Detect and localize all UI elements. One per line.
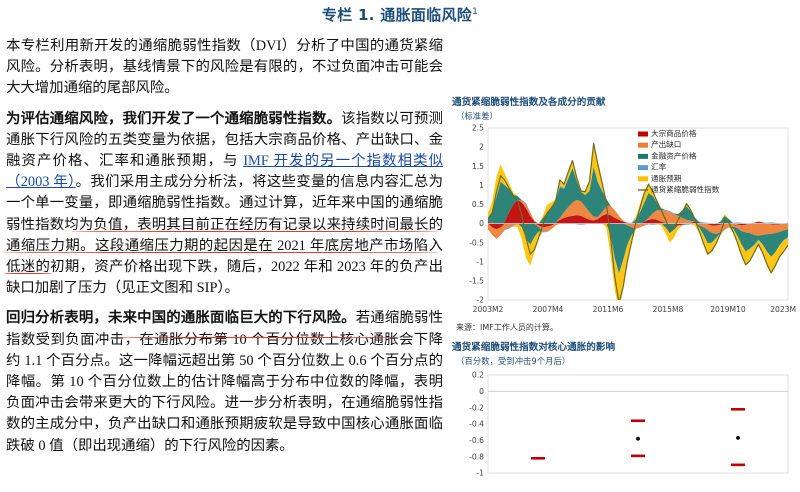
figure-2-y-tick: -0.8 bbox=[469, 452, 484, 461]
figure-2-point-estimate bbox=[636, 436, 640, 441]
figure-1-y-tick: 0 bbox=[479, 219, 484, 228]
body-text-column: 本专栏利用新开发的通缩脆弱性指数（DVI）分析了中国的通货紧缩风险。分析表明，基… bbox=[6, 36, 443, 466]
paragraph-2-lead: 为评估通缩风险，我们开发了一个通缩脆弱性指数。 bbox=[6, 110, 342, 127]
figure-2-y-tick: 0.2 bbox=[472, 371, 484, 380]
figure-1-series-negative bbox=[488, 223, 788, 300]
paragraph-3: 回归分析表明，未来中国的通胀面临巨大的下行风险。若通缩脆弱性指数受到负面冲击，在… bbox=[6, 308, 443, 456]
figure-1-dvi-line bbox=[488, 142, 788, 300]
figure-1-y-tick: 2 bbox=[479, 143, 484, 152]
figure-1-legend-swatch bbox=[638, 153, 648, 159]
figure-2-y-tick: 0 bbox=[479, 387, 484, 396]
paragraph-2-segment-1: 该指数以可预测通胀下行风险的五类变量为依据，包括大宗商品价格、产出缺口、金融资产… bbox=[6, 110, 443, 170]
figure-1-y-tick: 1.5 bbox=[472, 162, 484, 171]
figure-1-legend-swatch bbox=[638, 176, 648, 182]
figure-1-x-tick: 2019M10 bbox=[710, 305, 746, 314]
figure-1-y-tick: 2.5 bbox=[472, 124, 484, 133]
figure-1-series-negative bbox=[488, 223, 788, 274]
paragraph-2: 为评估通缩风险，我们开发了一个通缩脆弱性指数。该指数以可预测通胀下行风险的五类变… bbox=[6, 109, 443, 300]
figure-2-subtitle: （百分数，受到冲击9个月后） bbox=[456, 356, 571, 366]
figure-1-title: 通货紧缩脆弱性指数及各成分的贡献 bbox=[452, 97, 606, 108]
figure-1-legend-label: 通货紧缩脆弱性指数 bbox=[651, 184, 720, 194]
figure-1-x-tick: 2007M4 bbox=[533, 305, 564, 314]
figure-1-series-positive bbox=[488, 166, 788, 224]
figure-1-series-negative bbox=[488, 223, 788, 239]
figure-2-y-tick: -0.2 bbox=[469, 403, 484, 412]
figure-1-legend-label: 通胀预期 bbox=[651, 173, 682, 183]
page-title: 专栏 1. 通胀面临风险1 bbox=[0, 4, 800, 25]
figure-1-subtitle: （标准差） bbox=[456, 111, 498, 121]
figure-1-y-tick: 1 bbox=[479, 181, 484, 190]
dvi-impact-svg: 0.2 0 -0.2 -0.4 -0.6 -0.8 -1 bbox=[469, 371, 789, 478]
figure-1-legend-swatch bbox=[638, 165, 648, 171]
paragraph-1-text: 本专栏利用新开发的通缩脆弱性指数（DVI）分析了中国的通货紧缩风险。分析表明，基… bbox=[6, 38, 443, 97]
figure-1-legend-swatch bbox=[638, 142, 648, 148]
dvi-contributions-svg: 2.5 2 1.5 1 0.5 0 -0.5 -1 -1.5 -2 大宗商品价格产出缺口金融资产价… bbox=[469, 124, 796, 314]
figure-1-x-axis: 2003M2 2007M4 2011M6 2015M8 2019M10 2023M12 bbox=[473, 305, 796, 314]
figure-2-y-tick: -1 bbox=[476, 469, 484, 478]
paragraph-3-lead: 回归分析表明，未来中国的通胀面临巨大的下行风险。 bbox=[6, 310, 356, 327]
figure-1-series-negative bbox=[488, 223, 788, 230]
figure-1-y-tick: -1 bbox=[476, 257, 484, 266]
figure-1: 通货紧缩脆弱性指数及各成分的贡献 （标准差） 2.5 2 1.5 1 0.5 0 -0.5 -… bbox=[452, 96, 796, 333]
page-title-text: 专栏 1. 通胀面临风险 bbox=[321, 6, 473, 24]
imf-index-link[interactable]: IMF 开发的另一个指数相类似（2003 年） bbox=[6, 153, 443, 191]
paragraph-1: 本专栏利用新开发的通缩脆弱性指数（DVI）分析了中国的通货紧缩风险。分析表明，基… bbox=[6, 36, 443, 100]
figure-2-point-estimate bbox=[736, 435, 740, 440]
figure-column: 通货紧缩脆弱性指数及各成分的贡献 （标准差） 2.5 2 1.5 1 0.5 0 -0.5 -… bbox=[452, 96, 796, 481]
figure-1-chart: 2.5 2 1.5 1 0.5 0 -0.5 -1 -1.5 -2 大宗商品价格 产出缺口 金融资产价… bbox=[452, 124, 796, 320]
figure-1-x-tick: 2003M2 bbox=[473, 305, 504, 314]
figure-1-legend-label: 大宗商品价格 bbox=[651, 128, 697, 138]
figure-1-legend-label: 汇率 bbox=[651, 162, 667, 172]
figure-1-y-tick: -0.5 bbox=[469, 238, 484, 247]
figure-2-title: 通货紧缩脆弱性指数对核心通胀的影响 bbox=[452, 342, 616, 353]
figure-2-y-axis: 0.2 0 -0.2 -0.4 -0.6 -0.8 -1 bbox=[469, 371, 484, 478]
figure-1-legend-label: 金融资产价格 bbox=[651, 150, 697, 160]
figure-2-plot-area bbox=[487, 374, 789, 474]
figure-1-x-tick: 2015M8 bbox=[653, 305, 684, 314]
figure-1-source: 来源：IMF工作人员的计算。 bbox=[456, 322, 796, 333]
figure-1-legend-swatch bbox=[638, 131, 648, 137]
figure-1-plot-area bbox=[488, 142, 788, 300]
figure-1-y-tick: -1.5 bbox=[469, 276, 484, 285]
figure-2-y-tick: -0.6 bbox=[469, 436, 484, 445]
figure-2-chart: 0.2 0 -0.2 -0.4 -0.6 -0.8 -1 bbox=[452, 369, 796, 481]
figure-1-series-positive bbox=[488, 199, 788, 224]
paragraph-2-segment-2: 。我们采用主成分分析法，将这些变量的信息内容汇总为一个单一变量，即通缩脆弱性指数… bbox=[6, 174, 443, 297]
figure-2-plot-border bbox=[487, 374, 789, 474]
page-title-footnote-marker: 1 bbox=[472, 7, 479, 17]
figure-1-y-axis: 2.5 2 1.5 1 0.5 0 -0.5 -1 -1.5 -2 bbox=[469, 124, 484, 305]
figure-1-legend-label: 产出缺口 bbox=[651, 139, 681, 149]
figure-1-y-tick: 0.5 bbox=[472, 200, 484, 209]
figure-1-y-tick: -2 bbox=[476, 296, 484, 305]
figure-1-x-tick: 2011M6 bbox=[593, 305, 624, 314]
figure-2-y-tick: -0.4 bbox=[469, 420, 484, 429]
figure-2: 通货紧缩脆弱性指数对核心通胀的影响 （百分数，受到冲击9个月后） 0.2 0 -0.… bbox=[452, 341, 796, 481]
figure-1-source-text: 来源：IMF工作人员的计算。 bbox=[456, 323, 558, 332]
paragraph-3-segment-1: 若通缩脆弱性指数受到负面冲击，在通胀分布第 10 个百分位数上核心通胀会下降约 … bbox=[6, 310, 443, 454]
figure-1-x-tick: 2023M12 bbox=[770, 305, 796, 314]
